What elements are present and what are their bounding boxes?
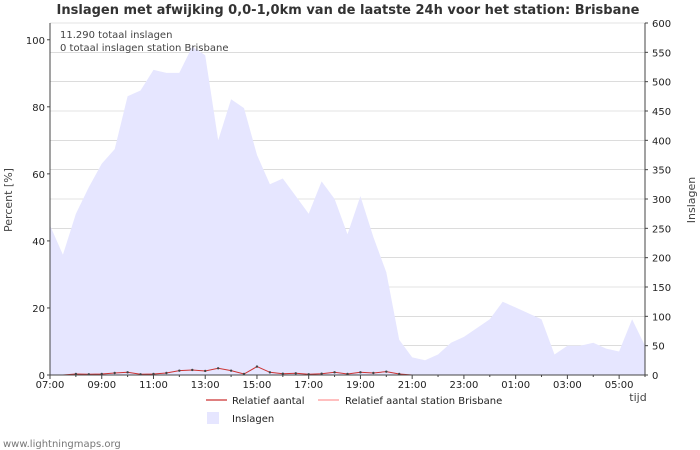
relatief-point [320, 372, 323, 375]
relatief-point [191, 368, 194, 372]
x-tick-label: 15:00 [243, 380, 272, 391]
relatief-point [178, 369, 181, 372]
x-axis-label: tijd [629, 391, 646, 404]
inslagen-area [50, 46, 645, 375]
legend-inslagen-label: Inslagen [232, 414, 274, 425]
info-total: 11.290 totaal inslagen [60, 30, 172, 41]
x-tick-label: 23:00 [449, 380, 478, 391]
footer-credit: www.lightningmaps.org [3, 439, 121, 450]
right-tick-label: 500 [652, 78, 671, 89]
x-tick-label: 05:00 [605, 380, 634, 391]
relatief-point [281, 372, 285, 375]
legend-inslagen-swatch [207, 412, 219, 424]
x-tick-label: 19:00 [346, 380, 375, 391]
relatief-point [294, 372, 297, 375]
right-tick-label: 450 [652, 107, 671, 118]
right-tick-label: 400 [652, 136, 671, 147]
relatief-point [385, 370, 388, 373]
right-tick-label: 0 [652, 371, 658, 382]
x-tick-label: 07:00 [36, 380, 65, 391]
left-tick-label: 40 [32, 237, 45, 248]
right-tick-label: 200 [652, 254, 671, 265]
right-tick-label: 150 [652, 283, 671, 294]
legend-relatief-label: Relatief aantal [232, 396, 305, 407]
left-tick-label: 60 [32, 170, 45, 181]
right-tick-label: 50 [652, 342, 665, 353]
relatief-point [333, 371, 336, 374]
y-axis-label-right: Inslagen [685, 177, 698, 223]
x-tick-label: 11:00 [139, 380, 168, 391]
relatief-point [165, 371, 168, 375]
x-tick-label: 03:00 [553, 380, 582, 391]
relatief-point [372, 371, 375, 375]
right-tick-label: 300 [652, 195, 671, 206]
relatief-point [359, 371, 362, 374]
left-tick-label: 20 [32, 304, 45, 315]
relatief-point [229, 369, 233, 372]
chart-title: Inslagen met afwijking 0,0-1,0km van de … [57, 3, 640, 18]
right-tick-labels: 0 50 100 150 200 250 300 350 400 450 500 550 600 [645, 19, 671, 382]
right-tick-label: 350 [652, 166, 671, 177]
right-tick-label: 600 [652, 19, 671, 30]
x-tick-label: 09:00 [87, 380, 116, 391]
left-tick-label: 100 [26, 36, 45, 47]
x-tick-label: 01:00 [501, 380, 530, 391]
relatief-point [126, 371, 129, 374]
x-tick-label: 13:00 [191, 380, 220, 391]
legend-station-label: Relatief aantal station Brisbane [345, 396, 502, 407]
x-tick-label: 17:00 [294, 380, 323, 391]
right-tick-label: 100 [652, 312, 671, 323]
left-tick-labels: 0 20 40 60 80 100 [26, 36, 50, 382]
info-station: 0 totaal inslagen station Brisbane [60, 43, 228, 54]
relatief-point [216, 367, 220, 370]
relatief-point [255, 365, 259, 368]
x-tick-label: 21:00 [398, 380, 427, 391]
left-tick-label: 80 [32, 103, 45, 114]
right-tick-label: 550 [652, 48, 671, 59]
relatief-point [113, 371, 116, 375]
left-tick-label: 0 [39, 371, 45, 382]
right-tick-label: 250 [652, 224, 671, 235]
relatief-point [204, 369, 207, 373]
y-axis-label-left: Percent [%] [2, 168, 15, 232]
x-tick-labels: 07:00 09:00 11:00 13:00 15:00 17:00 19:00 21:00… [36, 375, 646, 391]
relatief-point [268, 371, 272, 374]
